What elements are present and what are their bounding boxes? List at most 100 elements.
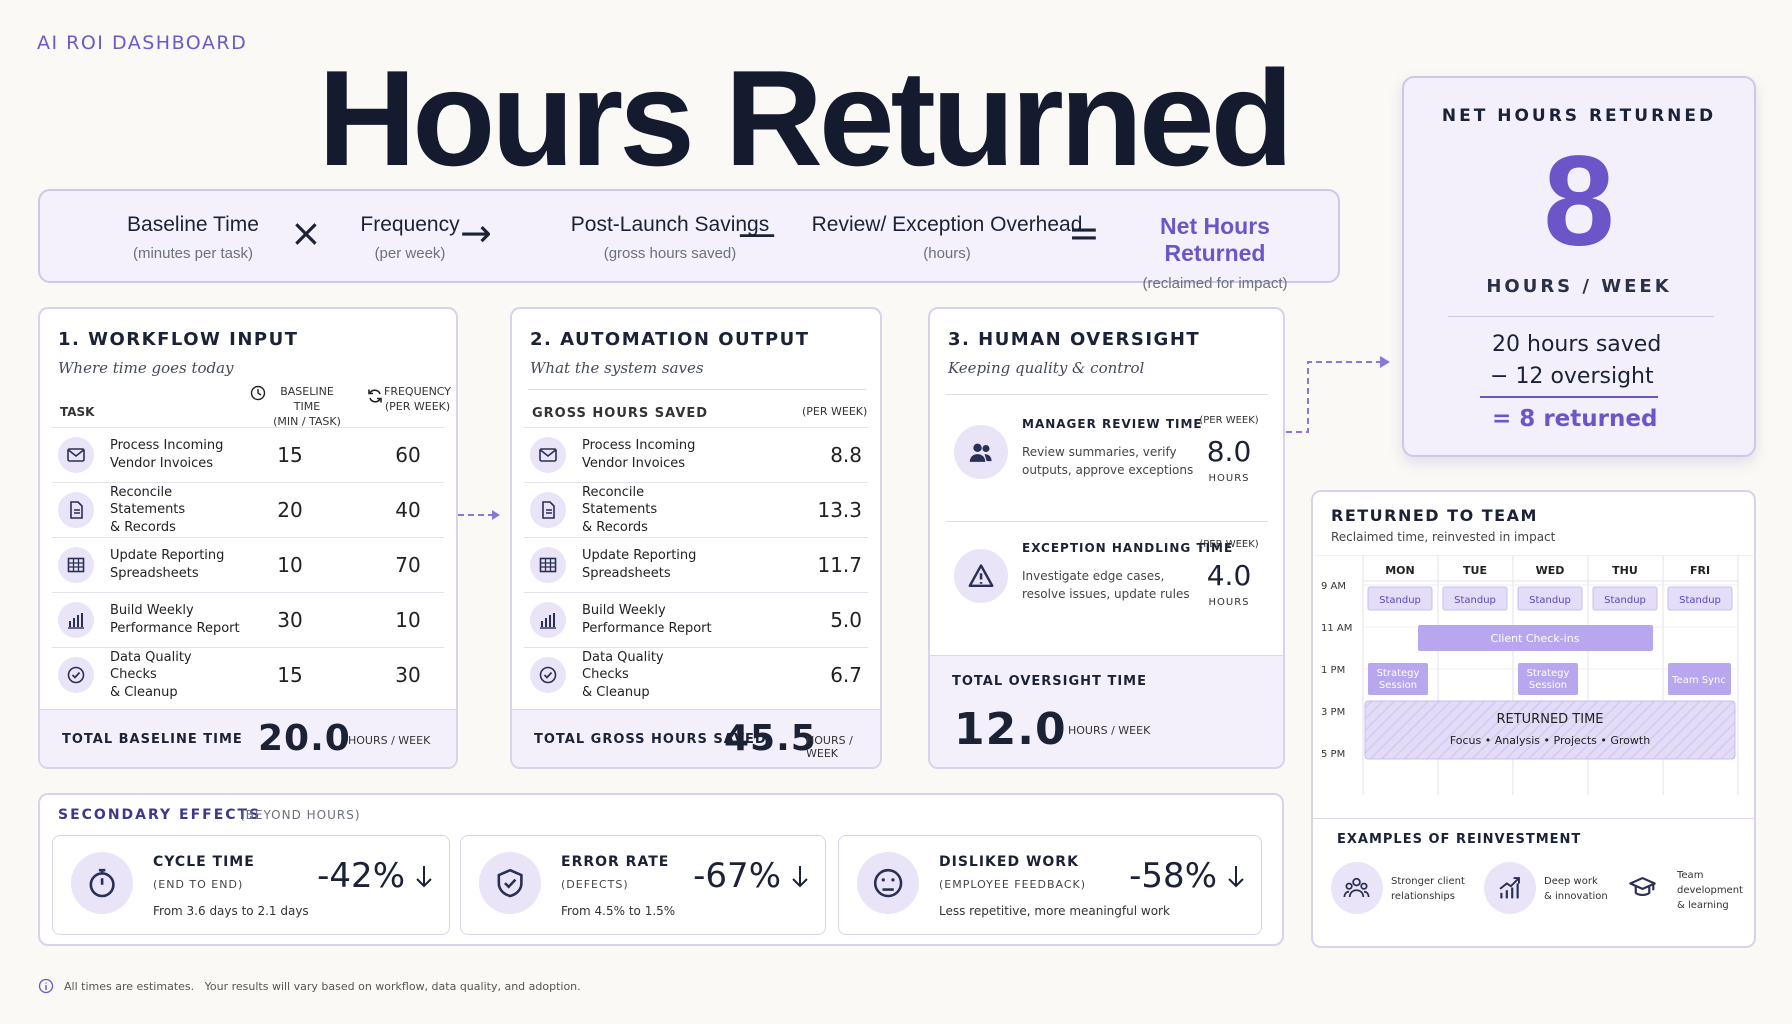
oversight-item-value: 8.0	[1206, 435, 1252, 468]
time-label: 9 AM	[1321, 581, 1346, 592]
task-label: Data Quality Checks & Cleanup	[110, 649, 192, 700]
automation-output-panel: 2. AUTOMATION OUTPUT What the system sav…	[510, 307, 882, 769]
oversight-item-title: MANAGER REVIEW TIME	[1022, 417, 1203, 431]
task-label: Update Reporting Spreadsheets	[582, 548, 697, 581]
refresh-icon	[368, 389, 382, 403]
human-oversight-panel: 3. HUMAN OVERSIGHT Keeping quality & con…	[928, 307, 1285, 769]
secondary-effect-card: ERROR RATE (DEFECTS) From 4.5% to 1.5% -…	[460, 835, 826, 935]
info-icon	[38, 978, 54, 994]
bar-chart-icon	[58, 602, 94, 638]
effect-sub: (DEFECTS)	[561, 878, 629, 891]
automation-title: 2. AUTOMATION OUTPUT	[530, 329, 810, 350]
returned-text: returned	[1543, 406, 1658, 432]
day-label: THU	[1612, 564, 1638, 577]
warning-icon	[954, 549, 1008, 603]
workflow-row: Data Quality Checks & Cleanup	[52, 647, 444, 702]
mail-icon	[58, 437, 94, 473]
secondary-subtitle: (BEYOND HOURS)	[240, 808, 361, 822]
returned-time-title: RETURNED TIME	[1496, 712, 1603, 727]
oversight-total-value: 12.0	[954, 704, 1067, 755]
formula-baseline: Baseline Time (minutes per task)	[78, 213, 308, 262]
minus-operator: —	[738, 211, 776, 255]
growth-chart-icon	[1484, 862, 1536, 914]
people-icon	[1331, 862, 1383, 914]
spreadsheet-icon	[58, 547, 94, 583]
client-checkins-event[interactable]	[1418, 625, 1653, 651]
baseline-value: 20	[277, 498, 303, 522]
example-label: Stronger client relationships	[1391, 876, 1465, 902]
baseline-header-text: BASELINE TIME (MIN / TASK)	[273, 385, 341, 428]
gross-hours-value: 6.7	[830, 663, 862, 687]
effect-value: -42%	[317, 856, 405, 896]
oversight-item-unit: HOURS	[1208, 597, 1250, 608]
task-label: Reconcile Statements & Records	[110, 484, 186, 535]
arrow-operator: →	[460, 211, 492, 255]
workflow-total-value: 20.0	[258, 718, 351, 759]
oversight-total-unit: HOURS / WEEK	[1068, 724, 1151, 737]
task-label: Update Reporting Spreadsheets	[110, 548, 225, 581]
frequency-value: 60	[395, 443, 421, 467]
frequency-value: 70	[395, 553, 421, 577]
gross-hours-unit: (PER WEEK)	[802, 405, 868, 418]
effect-value: -58%	[1129, 856, 1217, 896]
net-hours-card: NET HOURS RETURNED 8 HOURS / WEEK 20 hou…	[1402, 76, 1756, 457]
gross-hours-value: 13.3	[817, 498, 862, 522]
automation-total-value: 45.5	[724, 718, 817, 759]
footer-note: All times are estimates. Your results wi…	[38, 978, 581, 994]
standup-label: Standup	[1604, 595, 1646, 606]
example-label: Deep work & innovation	[1544, 876, 1608, 902]
day-label: MON	[1385, 564, 1415, 577]
automation-total-label: TOTAL GROSS HOURS SAVED	[534, 732, 767, 747]
workflow-row: Reconcile Statements & Records	[52, 482, 444, 537]
standup-event[interactable]	[1442, 586, 1508, 611]
example-label: Team development & learning	[1677, 870, 1743, 911]
automation-row: Data Quality Checks & Cleanup	[524, 647, 868, 702]
standup-event[interactable]	[1517, 586, 1583, 611]
automation-row: Build Weekly Performance Report	[524, 592, 868, 647]
formula-overhead: Review/ Exception Overhead (hours)	[802, 213, 1092, 262]
examples-title: EXAMPLES OF REINVESTMENT	[1337, 832, 1582, 847]
frequency-header: FREQUENCY (PER WEEK)	[368, 385, 451, 415]
flow-arrow-1	[458, 510, 500, 520]
weekly-calendar: MON Standup TUE Standup WED Standup THU Standup…	[1313, 555, 1754, 795]
baseline-value: 30	[277, 608, 303, 632]
day-label: WED	[1536, 564, 1565, 577]
strategy-session-line1: Strategy	[1527, 668, 1570, 679]
formula-overhead-title: Review/ Exception Overhead	[811, 213, 1083, 236]
formula-bar: Baseline Time (minutes per task) × Frequ…	[38, 189, 1340, 292]
reinvestment-example: Deep work & innovation	[1478, 862, 1628, 922]
formula-frequency-sub: (per week)	[374, 245, 446, 262]
formula-frequency-title: Frequency	[360, 213, 460, 236]
time-label: 11 AM	[1321, 623, 1352, 634]
saved-num: 20	[1492, 332, 1520, 357]
frown-face-icon	[857, 852, 919, 914]
task-label: Process Incoming Vendor Invoices	[582, 438, 696, 471]
oversight-total: TOTAL OVERSIGHT TIME 12.0 HOURS / WEEK	[930, 655, 1283, 767]
net-value: 8	[1543, 130, 1615, 273]
automation-row: Reconcile Statements & Records	[524, 482, 868, 537]
arrow-down-icon	[789, 864, 811, 894]
footer-text: All times are estimates. Your results wi…	[64, 979, 581, 993]
day-label: TUE	[1463, 564, 1487, 577]
returned-num: 8	[1519, 406, 1536, 432]
reinvestment-example: Team development & learning	[1611, 862, 1761, 922]
standup-event[interactable]	[1367, 586, 1433, 611]
arrow-down-icon	[1225, 864, 1247, 894]
gross-hours-header: GROSS HOURS SAVED	[532, 406, 709, 421]
returned-time-block[interactable]	[1364, 700, 1736, 760]
strategy-session-event[interactable]	[1368, 663, 1428, 695]
frequency-value: 30	[395, 663, 421, 687]
standup-event[interactable]	[1667, 586, 1733, 611]
check-circle-icon	[58, 657, 94, 693]
team-sync-event[interactable]	[1668, 663, 1731, 695]
effect-value: -67%	[693, 856, 781, 896]
strategy-session-event[interactable]	[1518, 663, 1578, 695]
standup-event[interactable]	[1592, 586, 1658, 611]
net-unit: HOURS / WEEK	[1486, 276, 1672, 297]
workflow-row: Build Weekly Performance Report	[52, 592, 444, 647]
task-label: Build Weekly Performance Report	[110, 603, 240, 636]
client-checkins-label: Client Check-ins	[1491, 632, 1580, 645]
standup-label: Standup	[1529, 595, 1571, 606]
gross-hours-value: 11.7	[817, 553, 862, 577]
mail-icon	[530, 437, 566, 473]
